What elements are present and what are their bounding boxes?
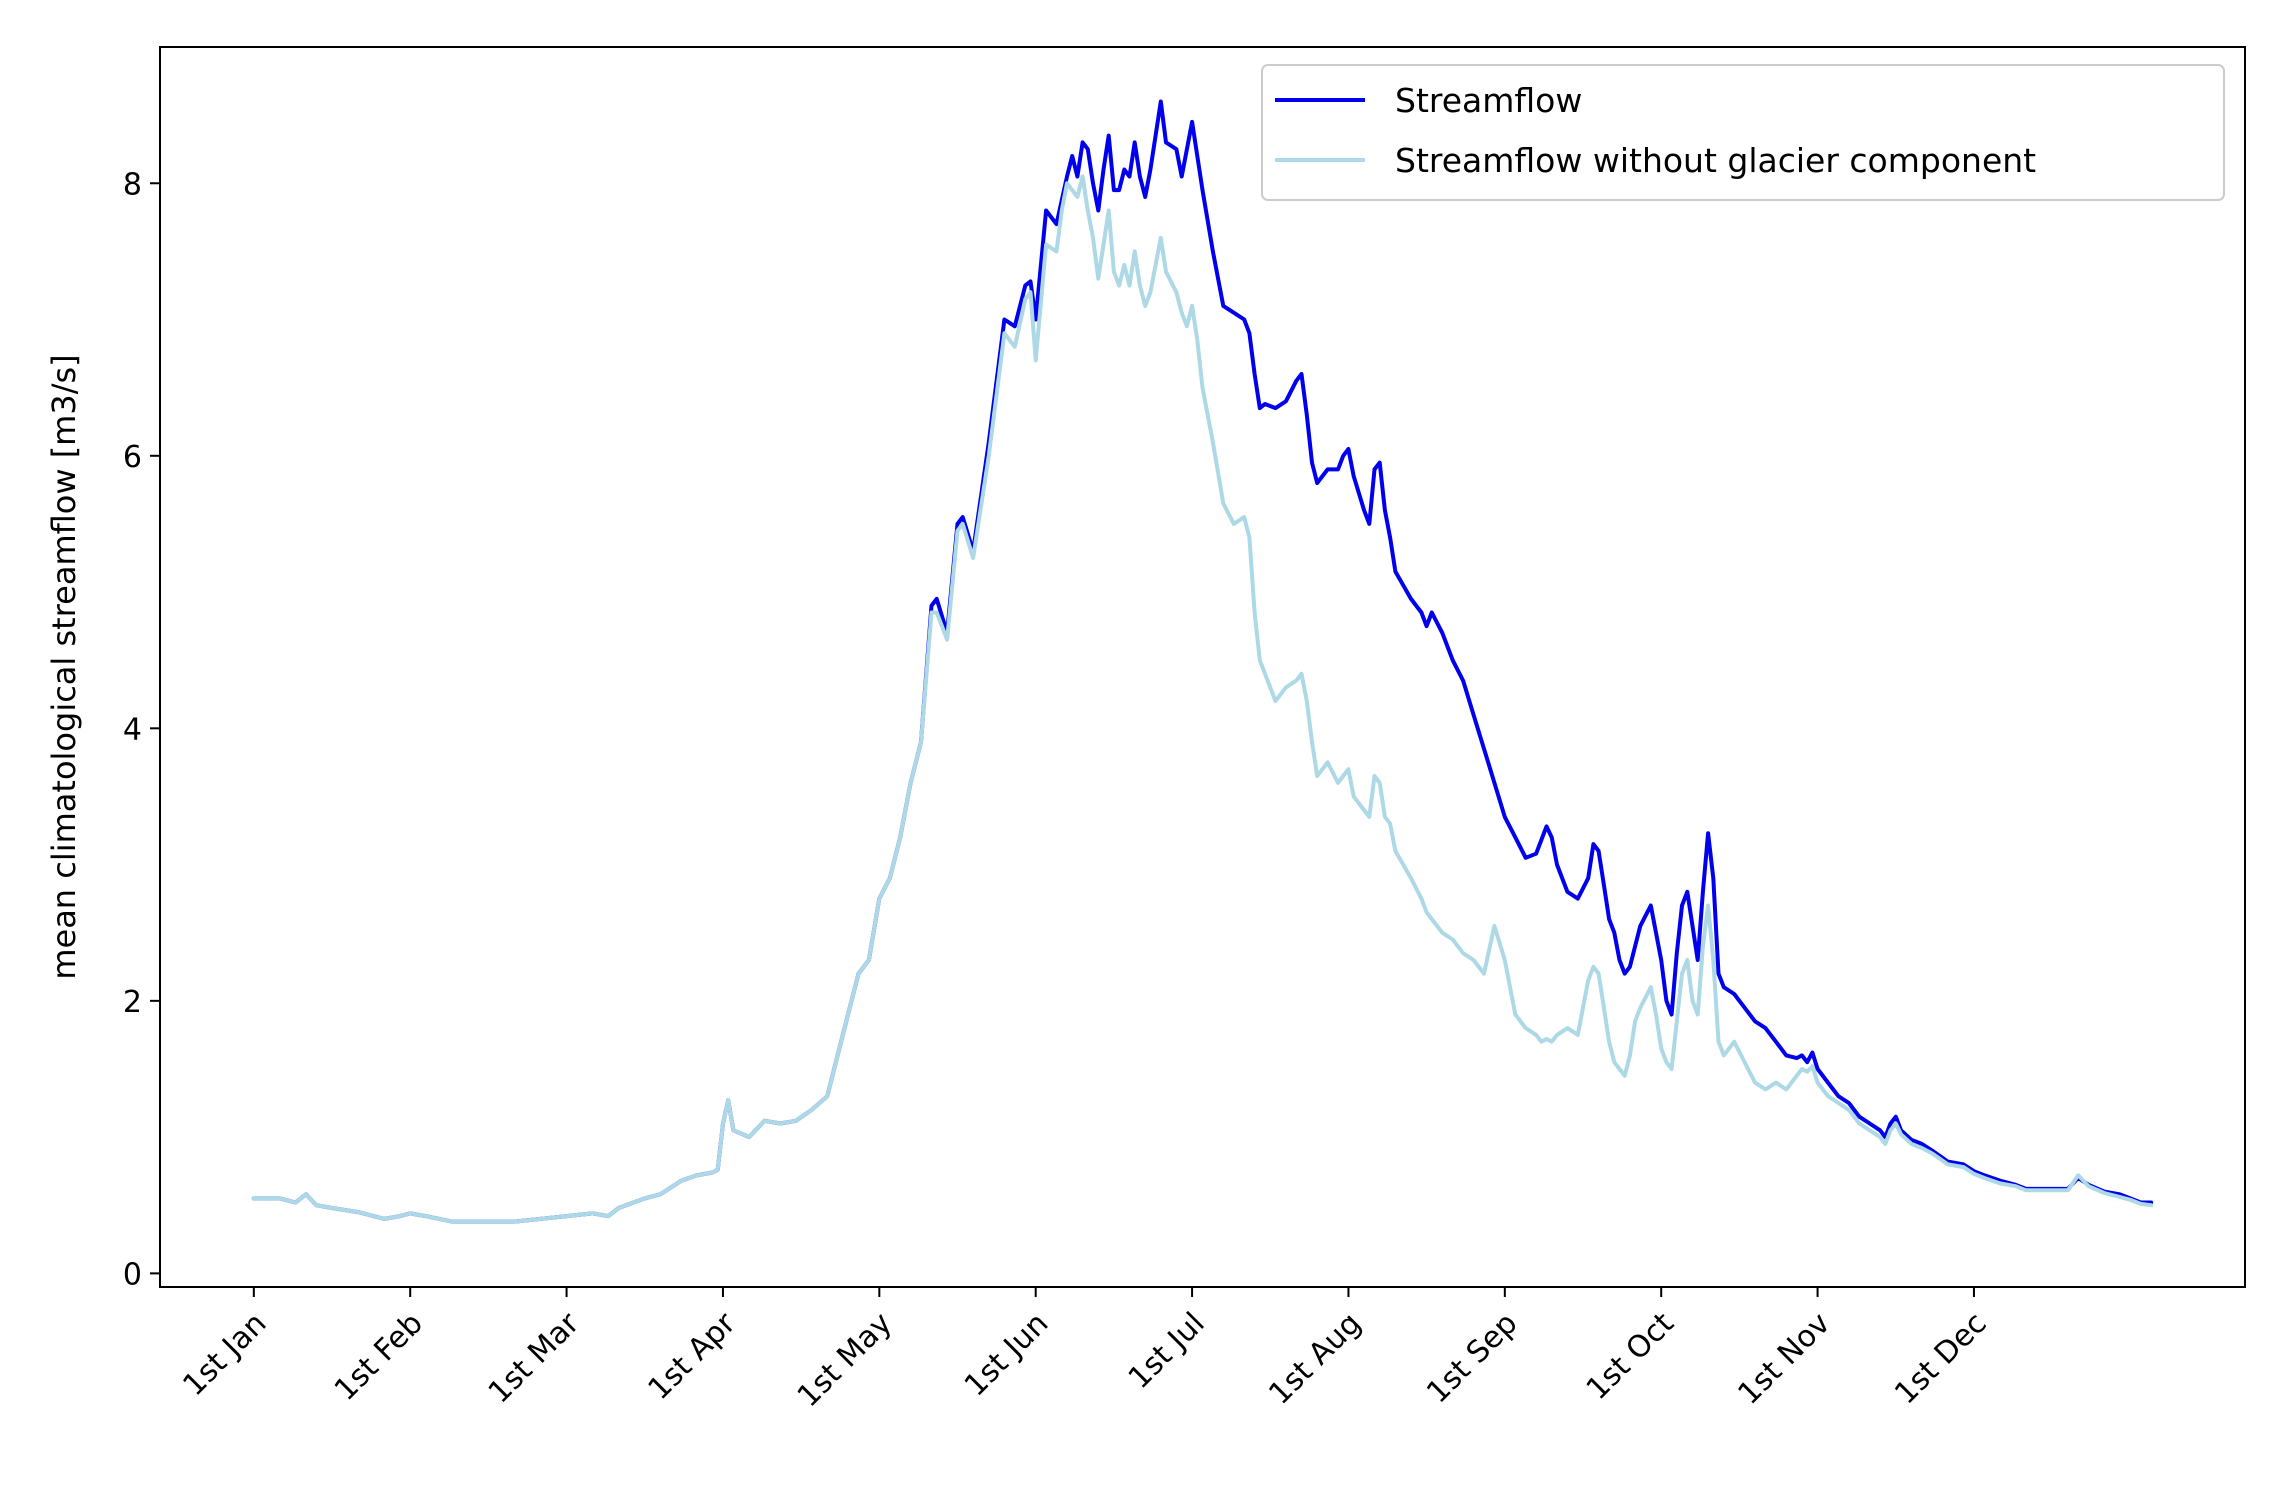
plot-frame — [159, 46, 2246, 1288]
x-tick-label: 1st Mar — [482, 1305, 587, 1410]
legend: Streamflow Streamflow without glacier co… — [1261, 64, 2225, 201]
y-tick-label: 8 — [123, 167, 142, 202]
x-tick-label: 1st Oct — [1580, 1306, 1681, 1407]
x-tick-label: 1st May — [791, 1306, 899, 1414]
x-tick-label: 1st Feb — [328, 1306, 430, 1408]
series-line-1 — [251, 174, 2154, 1224]
series-layer — [251, 99, 2154, 1224]
x-tick-label: 1st Sep — [1420, 1306, 1524, 1410]
y-tick-label: 0 — [123, 1257, 142, 1292]
legend-label-streamflow: Streamflow — [1395, 81, 1582, 120]
y-axis-label: mean climatological streamflow [m3/s] — [45, 354, 83, 979]
y-tick-label: 4 — [123, 712, 142, 747]
x-tick-label: 1st Jan — [176, 1306, 273, 1403]
x-tick-label: 1st Apr — [642, 1305, 744, 1407]
x-tick-label: 1st Jul — [1122, 1306, 1212, 1396]
x-tick-label: 1st Nov — [1731, 1306, 1837, 1412]
legend-box — [1261, 64, 2225, 201]
y-tick-label: 6 — [123, 440, 142, 475]
y-axis: 0 2 4 6 8 — [123, 167, 160, 1292]
x-tick-label: 1st Dec — [1888, 1306, 1993, 1411]
y-tick-label: 2 — [123, 985, 142, 1020]
x-tick-label: 1st Aug — [1262, 1306, 1368, 1412]
x-axis: 1st Jan 1st Feb 1st Mar 1st Apr 1st May 1st J… — [176, 1287, 1994, 1414]
plot-area — [160, 47, 2245, 1287]
legend-label-without-glacier: Streamflow without glacier component — [1395, 141, 2036, 180]
x-tick-label: 1st Jun — [958, 1306, 1056, 1404]
